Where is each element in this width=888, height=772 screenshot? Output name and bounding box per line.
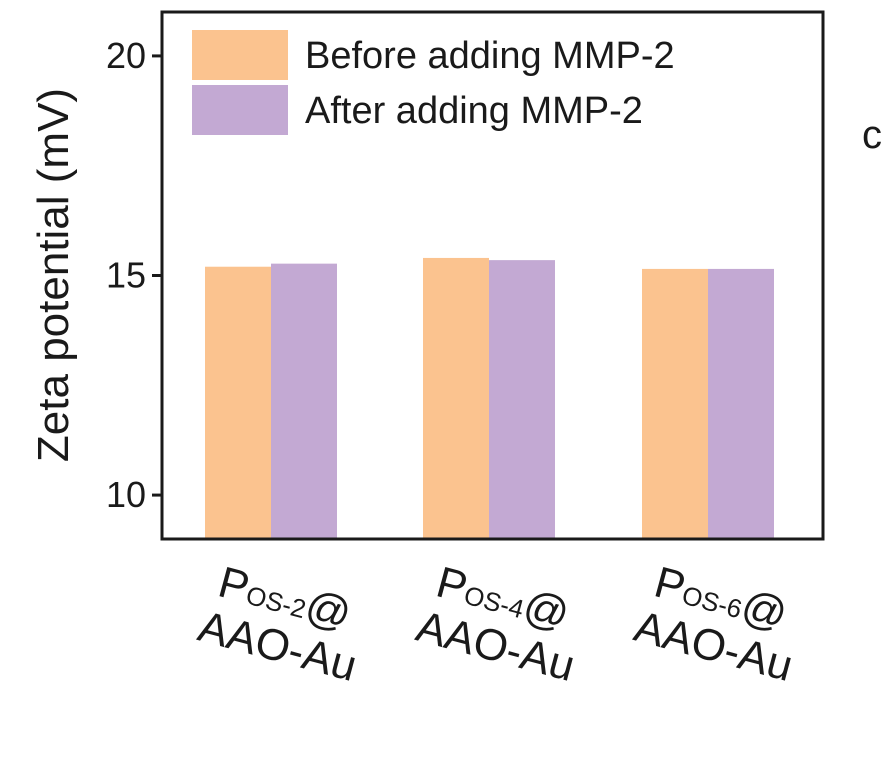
legend-swatch [192,30,288,80]
x-category-label: POS-2@AAO-Au [193,558,362,691]
y-tick-label: 15 [106,255,146,296]
x-category-label: POS-6@AAO-Au [629,558,798,691]
bars-group [205,257,774,539]
y-axis-title: Zeta potential (mV) [29,88,78,462]
legend-label: Before adding MMP-2 [305,35,675,77]
bar-before-1 [205,266,271,539]
x-axis-category-labels: POS-2@AAO-Au POS-4@AAO-Au POS-6@AAO-Au [193,558,798,691]
y-tick-label: 10 [106,474,146,515]
x-category-label: POS-4@AAO-Au [411,558,580,691]
legend-swatch [192,85,288,135]
bar-after-3 [708,268,774,539]
bar-before-2 [423,257,489,539]
bar-after-1 [271,263,337,539]
panel-letter-fragment: c [862,113,882,157]
bar-before-3 [642,268,708,539]
legend: Before adding MMP-2 After adding MMP-2 [192,30,675,135]
legend-label: After adding MMP-2 [305,90,643,132]
y-axis: 10 15 20 [106,35,162,515]
bar-after-2 [489,260,555,539]
y-tick-label: 20 [106,35,146,76]
